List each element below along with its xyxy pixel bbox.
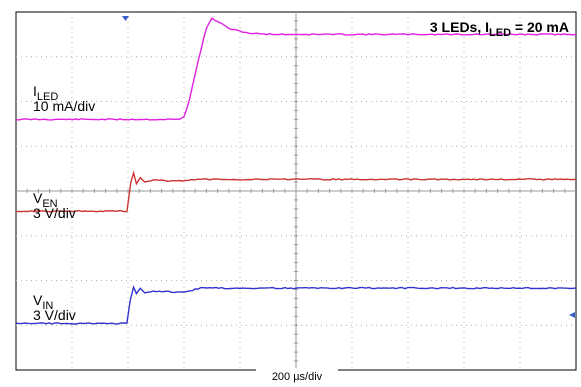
grid [16, 12, 576, 370]
series-label-vin: VIN 3 V/div [33, 292, 76, 323]
x-label-background [256, 368, 338, 383]
series-label-ven: VEN 3 V/div [33, 190, 76, 221]
svg-text:3 V/div: 3 V/div [33, 307, 76, 323]
trigger-marker-top [122, 16, 129, 21]
trace-ven [15, 170, 577, 213]
x-axis-label: 200 µs/div [272, 371, 323, 383]
traces [15, 17, 577, 325]
trace-iled [15, 17, 577, 121]
svg-text:10 mA/div: 10 mA/div [33, 98, 95, 114]
series-label-iled: ILED 10 mA/div [33, 83, 95, 114]
svg-text:VEN: VEN [33, 190, 58, 210]
trace-vin [15, 285, 577, 325]
svg-text:ILED: ILED [33, 83, 58, 103]
chart-title: 3 LEDs, ILED = 20 mA [430, 19, 569, 39]
ground-marker-right [569, 312, 575, 318]
svg-text:3 V/div: 3 V/div [33, 205, 76, 221]
svg-text:VIN: VIN [33, 292, 53, 312]
